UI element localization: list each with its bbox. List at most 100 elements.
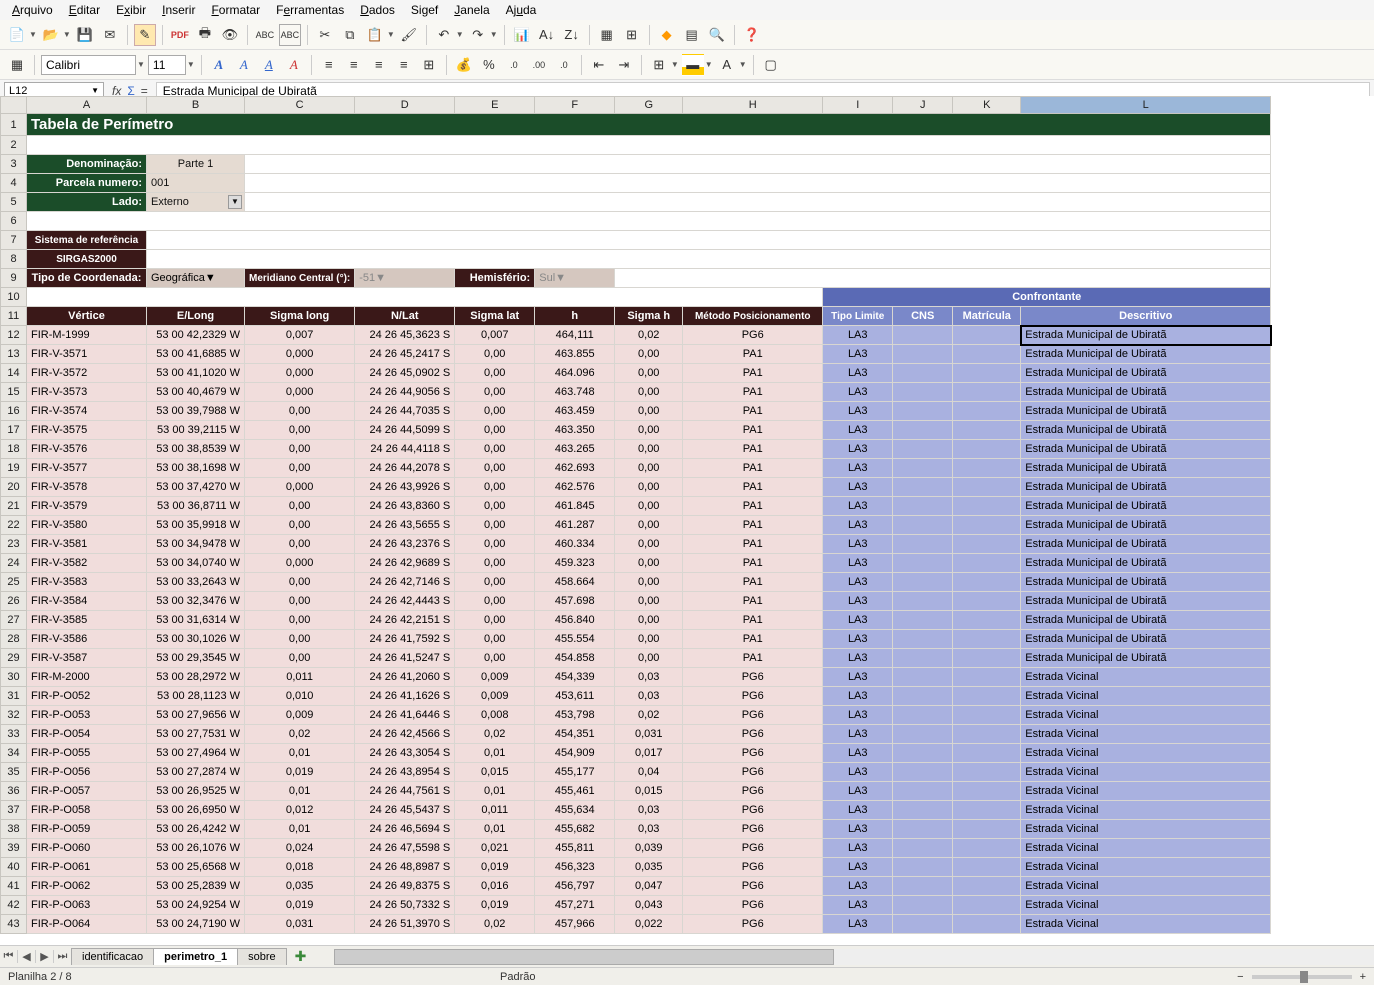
cell-vertice[interactable]: FIR-V-3571 <box>27 345 147 364</box>
cell-elong[interactable]: 53 00 25,2839 W <box>147 877 245 896</box>
menu-inserir[interactable]: Inserir <box>156 2 201 18</box>
cell-matricula[interactable] <box>953 706 1021 725</box>
cell-h[interactable]: 454.858 <box>535 649 615 668</box>
cell-nlat[interactable]: 24 26 51,3970 S <box>355 915 455 934</box>
cell-vertice[interactable]: FIR-V-3583 <box>27 573 147 592</box>
row-9[interactable]: 9 <box>1 269 27 288</box>
cell-vertice[interactable]: FIR-P-O056 <box>27 763 147 782</box>
cell-sigmalong[interactable]: 0,035 <box>245 877 355 896</box>
cell-matricula[interactable] <box>953 497 1021 516</box>
cell-sigmalong[interactable]: 0,00 <box>245 402 355 421</box>
indent-inc-icon[interactable]: ⇥ <box>613 54 635 76</box>
cell-sigmalong[interactable]: 0,010 <box>245 687 355 706</box>
copy-icon[interactable]: ⧉ <box>339 24 361 46</box>
cell-sigmah[interactable]: 0,03 <box>615 820 683 839</box>
menu-formatar[interactable]: Formatar <box>205 2 266 18</box>
align-left-icon[interactable]: ≡ <box>318 54 340 76</box>
menu-exibir[interactable]: Exibir <box>110 2 152 18</box>
cell-cns[interactable] <box>893 478 953 497</box>
font-name-input[interactable] <box>41 55 136 75</box>
number-format-icon[interactable]: .0 <box>503 54 525 76</box>
cell-sigmalat[interactable]: 0,00 <box>455 364 535 383</box>
cell-sigmalong[interactable]: 0,018 <box>245 858 355 877</box>
cell-cns[interactable] <box>893 744 953 763</box>
cell-h[interactable]: 455,177 <box>535 763 615 782</box>
cell-metodo[interactable]: PA1 <box>683 440 823 459</box>
cell-tipolimite[interactable]: LA3 <box>823 649 893 668</box>
cell-cns[interactable] <box>893 326 953 345</box>
value-hemisferio[interactable]: Sul▼ <box>535 269 615 288</box>
value-parcela[interactable]: 001 <box>147 174 245 193</box>
zoom-slider[interactable] <box>1252 975 1352 979</box>
cell-cns[interactable] <box>893 896 953 915</box>
cell-elong[interactable]: 53 00 34,0740 W <box>147 554 245 573</box>
cell-cns[interactable] <box>893 535 953 554</box>
cell-sigmalat[interactable]: 0,007 <box>455 326 535 345</box>
cell-matricula[interactable] <box>953 573 1021 592</box>
cell-nlat[interactable]: 24 26 41,5247 S <box>355 649 455 668</box>
cell-elong[interactable]: 53 00 40,4679 W <box>147 383 245 402</box>
cell-tipolimite[interactable]: LA3 <box>823 611 893 630</box>
cell-nlat[interactable]: 24 26 41,6446 S <box>355 706 455 725</box>
cell-matricula[interactable] <box>953 630 1021 649</box>
cell-h[interactable]: 456,797 <box>535 877 615 896</box>
cell-nlat[interactable]: 24 26 43,8360 S <box>355 497 455 516</box>
cell-h[interactable]: 455.554 <box>535 630 615 649</box>
spellcheck-icon[interactable]: ABC <box>254 24 276 46</box>
cell-sigmalong[interactable]: 0,019 <box>245 763 355 782</box>
cell-cns[interactable] <box>893 402 953 421</box>
cell-sigmah[interactable]: 0,00 <box>615 573 683 592</box>
cell-matricula[interactable] <box>953 326 1021 345</box>
cell-vertice[interactable]: FIR-V-3580 <box>27 516 147 535</box>
cell-descritivo[interactable]: Estrada Vicinal <box>1021 668 1271 687</box>
cell-h[interactable]: 453,798 <box>535 706 615 725</box>
cell-metodo[interactable]: PA1 <box>683 630 823 649</box>
cell-elong[interactable]: 53 00 31,6314 W <box>147 611 245 630</box>
tab-first-icon[interactable]: ⏮ <box>0 950 18 963</box>
cell-vertice[interactable]: FIR-P-O060 <box>27 839 147 858</box>
cell-cns[interactable] <box>893 649 953 668</box>
cell-sigmalong[interactable]: 0,01 <box>245 744 355 763</box>
row-42[interactable]: 42 <box>1 896 27 915</box>
row-29[interactable]: 29 <box>1 649 27 668</box>
navigator-icon[interactable]: ⊞ <box>621 24 643 46</box>
cell-vertice[interactable]: FIR-P-O058 <box>27 801 147 820</box>
cell-descritivo[interactable]: Estrada Vicinal <box>1021 706 1271 725</box>
cell-h[interactable]: 458.664 <box>535 573 615 592</box>
cell-cns[interactable] <box>893 516 953 535</box>
row-34[interactable]: 34 <box>1 744 27 763</box>
cell-sigmalat[interactable]: 0,016 <box>455 877 535 896</box>
decimal-inc-icon[interactable]: .00 <box>528 54 550 76</box>
cell-nlat[interactable]: 24 26 43,9926 S <box>355 478 455 497</box>
cell-h[interactable]: 455,682 <box>535 820 615 839</box>
cell-sigmalong[interactable]: 0,00 <box>245 497 355 516</box>
menu-dados[interactable]: Dados <box>354 2 401 18</box>
add-sheet-icon[interactable]: ✚ <box>287 948 315 965</box>
cell-h[interactable]: 454,339 <box>535 668 615 687</box>
cell-sigmalong[interactable]: 0,000 <box>245 478 355 497</box>
tab-last-icon[interactable]: ⏭ <box>54 950 72 963</box>
percent-icon[interactable]: % <box>478 54 500 76</box>
cell-matricula[interactable] <box>953 383 1021 402</box>
row-13[interactable]: 13 <box>1 345 27 364</box>
cell-vertice[interactable]: FIR-V-3582 <box>27 554 147 573</box>
cell-vertice[interactable]: FIR-P-O055 <box>27 744 147 763</box>
cell-sigmalong[interactable]: 0,00 <box>245 649 355 668</box>
cell-matricula[interactable] <box>953 877 1021 896</box>
cell-matricula[interactable] <box>953 896 1021 915</box>
cell-sigmalong[interactable]: 0,01 <box>245 820 355 839</box>
cell-nlat[interactable]: 24 26 49,8375 S <box>355 877 455 896</box>
cell-vertice[interactable]: FIR-M-2000 <box>27 668 147 687</box>
cell-elong[interactable]: 53 00 35,9918 W <box>147 516 245 535</box>
cell-nlat[interactable]: 24 26 43,5655 S <box>355 516 455 535</box>
cell-matricula[interactable] <box>953 516 1021 535</box>
col-E[interactable]: E <box>455 97 535 114</box>
value-tipo-coord[interactable]: Geográfica▼ <box>147 269 245 288</box>
cell-matricula[interactable] <box>953 440 1021 459</box>
row-11[interactable]: 11 <box>1 307 27 326</box>
cell-vertice[interactable]: FIR-M-1999 <box>27 326 147 345</box>
cell-h[interactable]: 461.287 <box>535 516 615 535</box>
cell-metodo[interactable]: PA1 <box>683 345 823 364</box>
indent-dec-icon[interactable]: ⇤ <box>588 54 610 76</box>
cell-elong[interactable]: 53 00 39,7988 W <box>147 402 245 421</box>
